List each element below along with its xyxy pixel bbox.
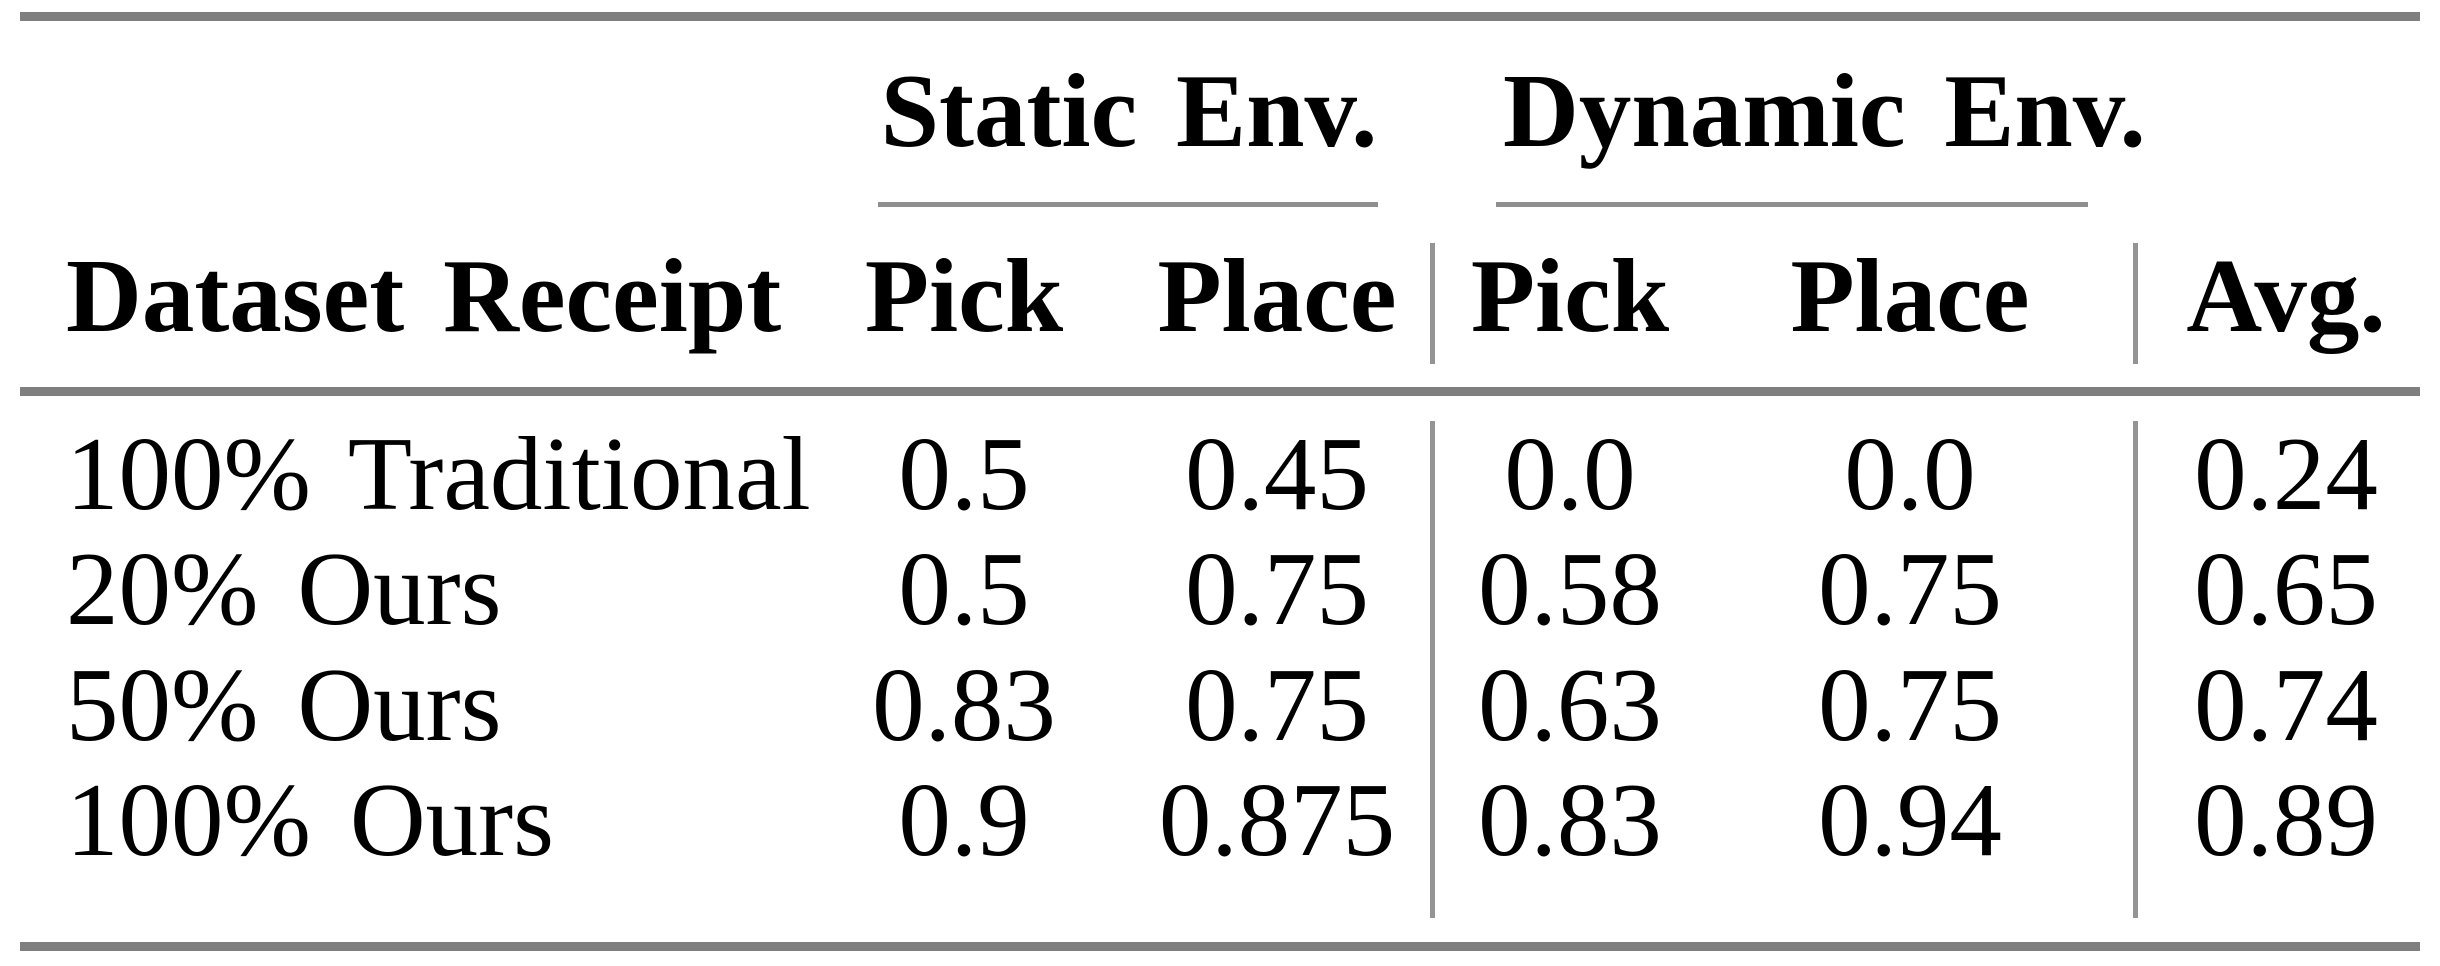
header-static-place: Place	[1157, 237, 1397, 354]
header-avg: Avg.	[2186, 237, 2386, 354]
cell-dynamic-pick: 0.83	[1478, 761, 1662, 878]
row-label: 50% Ours	[66, 646, 502, 763]
bottom-rule	[20, 942, 2420, 951]
cell-static-place: 0.875	[1158, 761, 1396, 878]
header-dataset-receipt: Dataset Receipt	[66, 237, 782, 354]
cell-static-place: 0.45	[1185, 415, 1369, 532]
cell-dynamic-place: 0.94	[1818, 761, 2002, 878]
cell-dynamic-pick: 0.58	[1478, 530, 1662, 647]
separator-static-dynamic-header	[1430, 243, 1435, 364]
cell-static-pick: 0.5	[898, 415, 1030, 532]
top-rule	[20, 12, 2420, 21]
cell-dynamic-pick: 0.63	[1478, 646, 1662, 763]
separator-dynamic-avg-header	[2133, 243, 2138, 364]
cell-dynamic-place: 0.0	[1844, 415, 1976, 532]
static-env-underline	[878, 202, 1378, 207]
header-static-pick: Pick	[864, 237, 1064, 354]
column-group-static-env: Static Env.	[880, 52, 1378, 169]
separator-static-dynamic-body	[1430, 421, 1435, 918]
cell-avg: 0.24	[2194, 415, 2378, 532]
cell-dynamic-place: 0.75	[1818, 646, 2002, 763]
row-label: 20% Ours	[66, 530, 502, 647]
cell-static-pick: 0.9	[898, 761, 1030, 878]
cell-dynamic-pick: 0.0	[1504, 415, 1636, 532]
cell-static-place: 0.75	[1185, 530, 1369, 647]
cell-dynamic-place: 0.75	[1818, 530, 2002, 647]
dynamic-env-underline	[1496, 202, 2088, 207]
cell-static-pick: 0.83	[872, 646, 1056, 763]
separator-dynamic-avg-body	[2133, 421, 2138, 918]
cell-avg: 0.89	[2194, 761, 2378, 878]
header-dynamic-pick: Pick	[1470, 237, 1670, 354]
cell-avg: 0.74	[2194, 646, 2378, 763]
row-label: 100% Ours	[66, 761, 554, 878]
column-group-dynamic-env: Dynamic Env.	[1503, 52, 2146, 169]
header-dynamic-place: Place	[1790, 237, 2030, 354]
row-label: 100% Traditional	[66, 415, 811, 532]
header-rule	[20, 387, 2420, 396]
cell-avg: 0.65	[2194, 530, 2378, 647]
cell-static-place: 0.75	[1185, 646, 1369, 763]
cell-static-pick: 0.5	[898, 530, 1030, 647]
